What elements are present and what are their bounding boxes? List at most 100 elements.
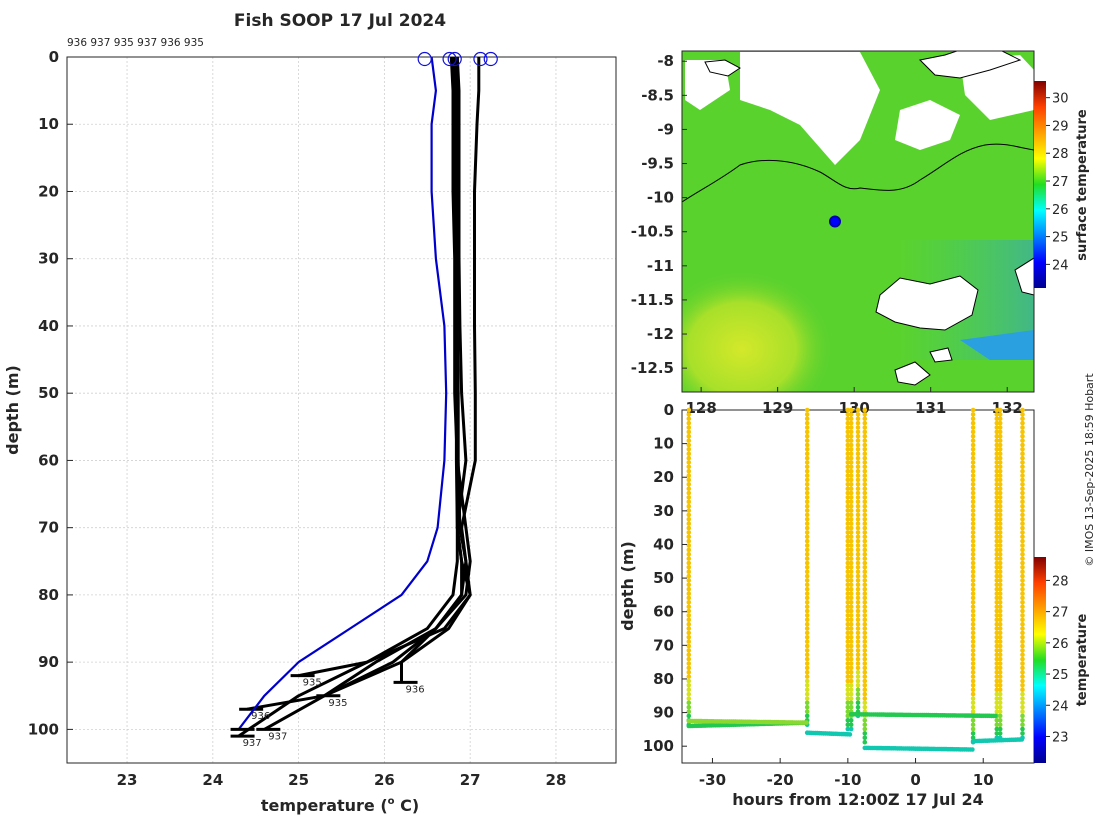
section-dot bbox=[970, 521, 976, 526]
section-dot bbox=[804, 486, 810, 492]
map-xtick-label: 129 bbox=[762, 399, 793, 417]
profile-xtick-label: 24 bbox=[202, 771, 223, 789]
section-dot bbox=[804, 608, 810, 614]
section-dot bbox=[997, 547, 1003, 553]
section-dot bbox=[855, 608, 861, 614]
section-dot bbox=[994, 573, 1000, 579]
section-dot bbox=[686, 521, 692, 526]
section-dot bbox=[1020, 438, 1025, 443]
section-dot bbox=[845, 508, 851, 513]
section-dot bbox=[804, 626, 810, 631]
section-dot bbox=[845, 722, 851, 727]
section-dot bbox=[848, 499, 854, 505]
section-dot bbox=[845, 635, 851, 640]
section-dot bbox=[845, 556, 851, 561]
section-dot bbox=[1020, 525, 1025, 531]
temperature-colorbar-tick-label: 24 bbox=[1052, 699, 1069, 714]
section-dot bbox=[848, 591, 854, 596]
section-dot bbox=[804, 407, 810, 413]
section-dot bbox=[686, 639, 692, 644]
section-dot bbox=[845, 665, 851, 671]
section-dot bbox=[1020, 512, 1025, 518]
section-dot bbox=[1020, 595, 1025, 601]
section-dot bbox=[845, 621, 851, 627]
section-dot bbox=[994, 648, 1000, 653]
section-dot bbox=[997, 704, 1003, 710]
section-dot bbox=[970, 420, 976, 426]
section-dot bbox=[862, 521, 868, 526]
section-dot bbox=[804, 412, 810, 417]
section-dot bbox=[970, 551, 976, 557]
section-dot bbox=[994, 425, 1000, 430]
section-dot bbox=[1020, 412, 1025, 417]
section-dot bbox=[845, 683, 851, 688]
section-dot bbox=[855, 412, 861, 417]
section-dot bbox=[804, 499, 810, 505]
section-dot bbox=[994, 455, 1000, 461]
section-dot bbox=[994, 595, 1000, 601]
profile-line-profile-5 bbox=[400, 56, 472, 683]
section-dot bbox=[997, 482, 1003, 487]
section-dot bbox=[855, 499, 861, 505]
section-dot bbox=[970, 460, 976, 465]
section-dot bbox=[970, 687, 976, 692]
section-dot bbox=[994, 473, 1000, 478]
section-dot bbox=[855, 648, 861, 653]
section-dot bbox=[686, 621, 692, 627]
section-dot bbox=[855, 639, 861, 644]
section-dot bbox=[997, 600, 1003, 605]
map-ytick-label: -9 bbox=[657, 120, 674, 138]
section-dot bbox=[845, 718, 851, 723]
section-dot bbox=[686, 669, 692, 675]
section-dot bbox=[848, 530, 854, 535]
section-dot bbox=[862, 438, 868, 443]
section-dot bbox=[997, 538, 1003, 544]
section-dot bbox=[997, 613, 1003, 618]
section-dot bbox=[855, 573, 861, 579]
section-dot bbox=[848, 704, 854, 710]
section-dot bbox=[848, 573, 854, 579]
section-dot bbox=[997, 447, 1003, 452]
section-ylabel: depth (m) bbox=[618, 541, 637, 631]
section-dot bbox=[862, 442, 868, 448]
profile-xtick-label: 28 bbox=[546, 771, 567, 789]
section-dot bbox=[1020, 621, 1025, 627]
section-dot bbox=[862, 648, 868, 653]
section-dot bbox=[970, 669, 976, 675]
section-dot bbox=[1020, 630, 1025, 636]
section-dot bbox=[686, 683, 692, 688]
section-dot bbox=[994, 556, 1000, 561]
section-dot bbox=[970, 416, 976, 422]
section-dot bbox=[848, 604, 854, 609]
section-dot bbox=[862, 530, 868, 535]
section-dot bbox=[997, 635, 1003, 640]
section-dot bbox=[970, 626, 976, 631]
section-dot bbox=[970, 608, 976, 614]
section-track-dot bbox=[993, 713, 998, 719]
section-dot bbox=[1020, 652, 1025, 657]
section-dot bbox=[686, 477, 692, 483]
section-dot bbox=[804, 604, 810, 609]
section-dot bbox=[970, 433, 976, 439]
sst-colorbar-label: surface temperature bbox=[1075, 109, 1090, 261]
section-dot bbox=[686, 534, 692, 539]
section-dot bbox=[845, 460, 851, 465]
section-dot bbox=[855, 425, 861, 430]
section-dot bbox=[845, 412, 851, 417]
section-dot bbox=[845, 643, 851, 649]
section-dot bbox=[970, 530, 976, 535]
section-dot bbox=[855, 674, 861, 679]
section-dot bbox=[804, 621, 810, 627]
section-dot bbox=[862, 661, 868, 666]
section-dot bbox=[686, 525, 692, 531]
section-dot bbox=[997, 565, 1003, 570]
section-dot bbox=[1020, 490, 1025, 496]
section-dot bbox=[862, 416, 868, 422]
section-dot bbox=[848, 669, 854, 675]
section-dot bbox=[804, 560, 810, 566]
section-dot bbox=[686, 517, 692, 522]
section-dot bbox=[686, 578, 692, 583]
section-dot bbox=[686, 407, 692, 413]
temperature-colorbar-tick-label: 23 bbox=[1052, 730, 1069, 745]
section-dot bbox=[994, 486, 1000, 492]
